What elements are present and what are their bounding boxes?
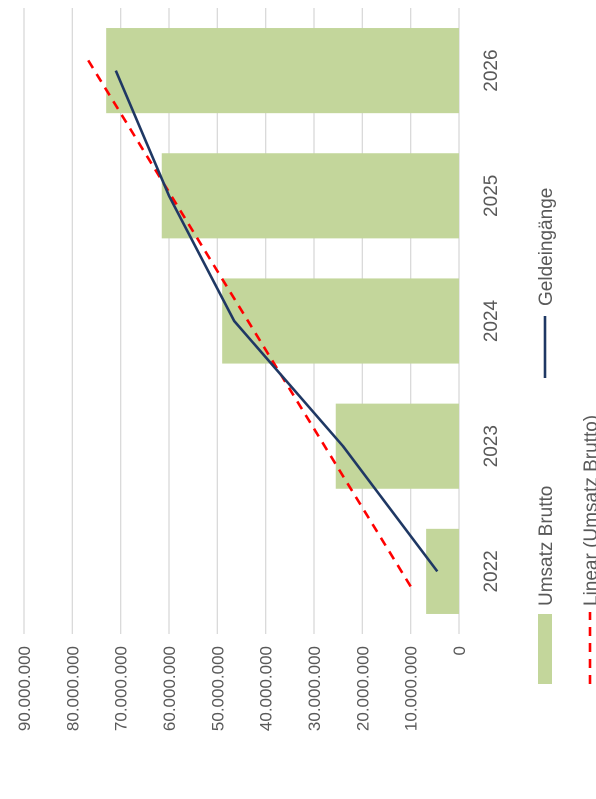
bar-2022 <box>426 528 459 614</box>
bar-2023 <box>335 403 459 489</box>
value-tick-label: 50.000.000 <box>208 646 227 731</box>
category-label: 2022 <box>481 550 502 592</box>
legend-label: Geldeingänge <box>536 188 557 306</box>
bar-2025 <box>161 153 459 239</box>
legend: Umsatz Brutto Geldeingänge Linear (Umsatz … <box>536 188 596 684</box>
line-series <box>114 70 439 573</box>
category-label: 2023 <box>481 425 502 467</box>
legend-swatch-bar <box>538 614 552 684</box>
value-tick-label: 90.000.000 <box>15 646 34 731</box>
value-tick-label: 30.000.000 <box>305 646 324 731</box>
value-axis: 0 10.000.000 20.000.000 30.000.000 40.000.00… <box>15 646 469 731</box>
value-tick-label: 10.000.000 <box>402 646 421 731</box>
legend-label: Umsatz Brutto <box>536 486 557 606</box>
value-tick-label: 80.000.000 <box>63 646 82 731</box>
value-tick-label: 40.000.000 <box>257 646 276 731</box>
legend-label: Linear (Umsatz Brutto) <box>581 415 596 606</box>
trendline <box>85 57 412 588</box>
value-tick-label: 20.000.000 <box>353 646 372 731</box>
trendline-path <box>85 57 412 588</box>
category-label: 2026 <box>481 49 502 91</box>
value-tick-label: 0 <box>450 646 469 655</box>
category-label: 2025 <box>481 175 502 217</box>
value-tick-label: 60.000.000 <box>160 646 179 731</box>
category-label: 2024 <box>481 299 502 342</box>
category-axis: 2022 2023 2024 2025 2026 <box>481 49 502 592</box>
line-path <box>114 70 439 573</box>
value-tick-label: 70.000.000 <box>112 646 131 731</box>
bar-2024 <box>222 278 459 364</box>
bars <box>106 28 460 614</box>
bar-2026 <box>106 28 460 114</box>
